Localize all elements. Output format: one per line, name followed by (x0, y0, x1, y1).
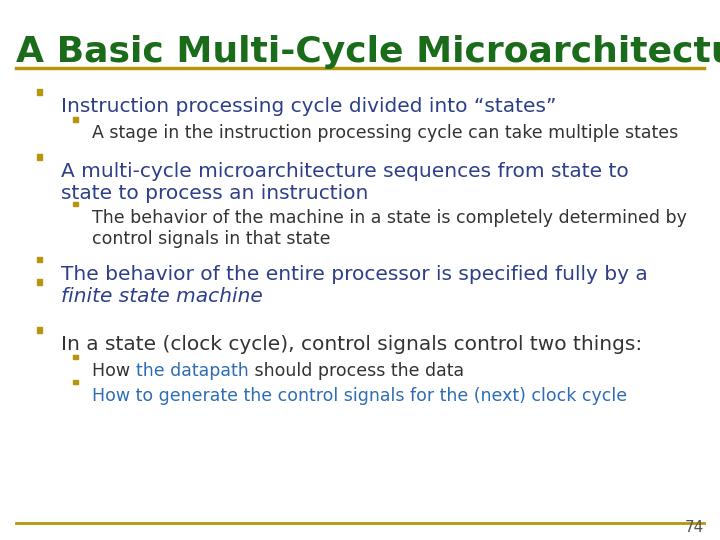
Text: A stage in the instruction processing cycle can take multiple states: A stage in the instruction processing cy… (92, 124, 678, 142)
Text: How: How (92, 362, 136, 380)
Text: should process the data: should process the data (248, 362, 464, 380)
Text: 74: 74 (685, 519, 704, 535)
Text: In a state (clock cycle), control signals control two things:: In a state (clock cycle), control signal… (61, 335, 642, 354)
Text: A Basic Multi-Cycle Microarchitecture: A Basic Multi-Cycle Microarchitecture (16, 35, 720, 69)
Text: The behavior of the entire processor is specified fully by a: The behavior of the entire processor is … (61, 265, 648, 284)
Text: Instruction processing cycle divided into “states”: Instruction processing cycle divided int… (61, 97, 557, 116)
Text: A multi-cycle microarchitecture sequences from state to
state to process an inst: A multi-cycle microarchitecture sequence… (61, 162, 629, 203)
Text: finite state machine: finite state machine (61, 287, 263, 306)
Text: How to generate the control signals for the (next) clock cycle: How to generate the control signals for … (92, 387, 627, 405)
Text: The behavior of the machine in a state is completely determined by
control signa: The behavior of the machine in a state i… (92, 209, 687, 248)
Text: the datapath: the datapath (136, 362, 248, 380)
